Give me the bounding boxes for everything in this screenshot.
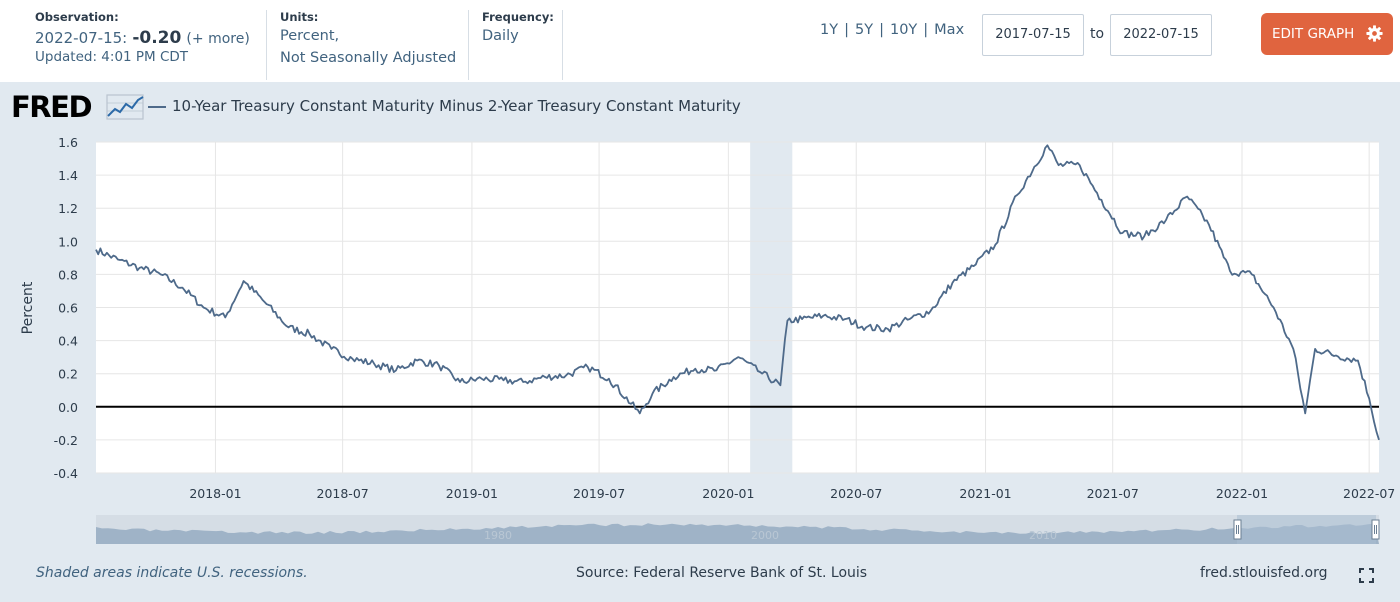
y-tick-label: -0.2: [54, 433, 78, 448]
x-tick-label: 2020-01: [702, 486, 754, 501]
range-5y-link[interactable]: 5Y: [854, 22, 874, 38]
range-10y-link[interactable]: 10Y: [889, 22, 918, 38]
frequency-block: Frequency: Daily: [482, 10, 554, 46]
y-tick-label: 0.8: [58, 267, 78, 282]
series-legend-line: [148, 105, 166, 108]
units-line1: Percent,: [280, 28, 340, 44]
frequency-label: Frequency:: [482, 10, 554, 24]
observation-value: -0.20: [132, 28, 182, 48]
observation-line: 2022-07-15: -0.20 (+ more): [35, 28, 250, 48]
fred-logo-text: FRED: [11, 90, 93, 124]
recession-note: Shaded areas indicate U.S. recessions.: [36, 565, 308, 581]
fred-chart-icon: [106, 94, 144, 120]
site-link[interactable]: fred.stlouisfed.org: [1200, 565, 1328, 581]
x-tick-label: 2018-01: [189, 486, 241, 501]
observation-date: 2022-07-15:: [35, 29, 128, 47]
range-1y-link[interactable]: 1Y: [820, 22, 839, 38]
header-divider: [468, 10, 469, 80]
y-tick-label: -0.4: [54, 466, 78, 481]
header-divider: [266, 10, 267, 80]
navigator-year-label: 2000: [751, 529, 779, 542]
end-date-input[interactable]: 2022-07-15: [1110, 14, 1212, 56]
chart: 1.6 1.4 1.2 1.0 0.8 0.6 0.4 0.2 0.0 -0.2 -0.4 2018…: [20, 135, 1395, 544]
navigator-year-label: 1980: [484, 529, 512, 542]
observation-block: Observation: 2022-07-15: -0.20 (+ more) …: [35, 10, 250, 65]
x-tick-label: 2021-07: [1087, 486, 1139, 501]
navigator-left-handle[interactable]: [1233, 519, 1242, 540]
x-tick-label: 2019-01: [446, 486, 498, 501]
header-divider: [562, 10, 563, 80]
units-label: Units:: [280, 10, 319, 24]
y-tick-label: 0.6: [58, 301, 78, 316]
units-block: Units: Percent, Not Seasonally Adjusted: [280, 10, 456, 68]
x-tick-label: 2021-01: [959, 486, 1011, 501]
range-max-link[interactable]: Max: [934, 22, 965, 38]
range-navigator[interactable]: 1980 2000 2010: [96, 515, 1380, 544]
range-separator: |: [923, 22, 929, 38]
y-tick-label: 1.0: [58, 234, 78, 249]
source-note: Source: Federal Reserve Bank of St. Loui…: [576, 565, 868, 581]
y-tick-label: 0.4: [58, 334, 78, 349]
y-tick-label: 0.0: [58, 400, 78, 415]
frequency-value: Daily: [482, 28, 519, 44]
y-tick-label: 1.4: [58, 168, 78, 183]
series-title-text: 10-Year Treasury Constant Maturity Minus…: [172, 97, 741, 115]
y-tick-label: 1.2: [58, 201, 78, 216]
observation-more-link[interactable]: (+ more): [186, 31, 250, 47]
start-date-input[interactable]: 2017-07-15: [982, 14, 1084, 56]
gear-icon: [1366, 25, 1383, 42]
range-separator: |: [879, 22, 884, 38]
navigator-series-area: [96, 523, 1379, 544]
navigator-year-label: 2010: [1029, 529, 1057, 542]
x-tick-label: 2018-07: [317, 486, 369, 501]
y-tick-label: 0.2: [58, 367, 78, 382]
edit-graph-label: EDIT GRAPH: [1272, 26, 1355, 42]
navigator-right-handle[interactable]: [1371, 519, 1380, 540]
observation-label: Observation:: [35, 10, 119, 24]
header-bar: Observation: 2022-07-15: -0.20 (+ more) …: [0, 0, 1400, 82]
range-separator: |: [844, 22, 849, 38]
y-axis-label: Percent: [20, 281, 36, 334]
fred-logo[interactable]: FRED: [11, 90, 144, 124]
x-tick-label: 2020-07: [830, 486, 882, 501]
to-label: to: [1090, 26, 1105, 42]
units-line2: Not Seasonally Adjusted: [280, 50, 457, 66]
range-selector: 1Y | 5Y | 10Y | Max: [820, 22, 964, 38]
series-line: [95, 144, 1380, 441]
observation-updated: Updated: 4:01 PM CDT: [35, 49, 189, 65]
series-title: 10-Year Treasury Constant Maturity Minus…: [148, 97, 741, 115]
x-tick-label: 2019-07: [573, 486, 625, 501]
y-tick-label: 1.6: [58, 135, 78, 150]
x-tick-label: 2022-07: [1343, 486, 1395, 501]
x-tick-label: 2022-01: [1216, 486, 1268, 501]
navigator-selection[interactable]: [1237, 515, 1376, 544]
fullscreen-icon[interactable]: [1359, 568, 1374, 583]
edit-graph-button[interactable]: EDIT GRAPH: [1261, 13, 1393, 55]
